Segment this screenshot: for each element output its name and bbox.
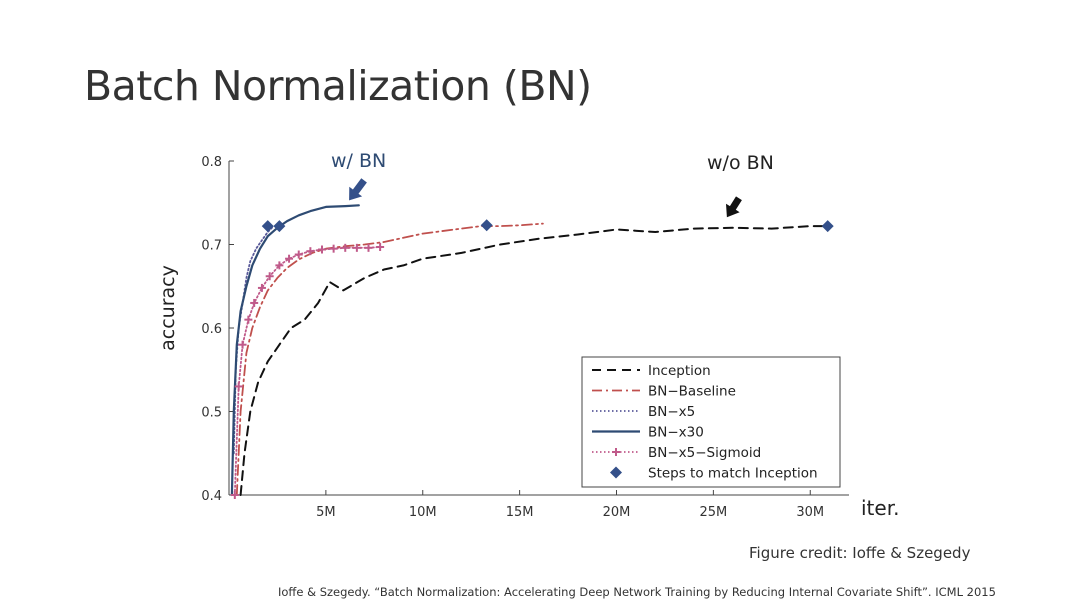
series-point-bn-x5-sigmoid	[341, 243, 350, 252]
series-point-bn-x5-sigmoid	[294, 250, 303, 259]
series-point-bn-x5-sigmoid	[265, 272, 274, 281]
annotation-without-bn: w/o BN	[707, 152, 774, 174]
series-point-bn-x5-sigmoid	[257, 283, 266, 292]
legend-label: BN−x5	[648, 404, 695, 420]
series-point-bn-x5-sigmoid	[244, 315, 253, 324]
annotation-with-bn: w/ BN	[331, 150, 387, 172]
legend-label: BN−x30	[648, 425, 704, 441]
figure-credit: Figure credit: Ioffe & Szegedy	[749, 544, 971, 562]
series-point-bn-x5-sigmoid	[329, 244, 338, 253]
x-axis-label: iter.	[861, 496, 900, 520]
legend-marker-inception-match	[610, 466, 622, 479]
series-line-bn-x5-sigmoid	[233, 246, 382, 496]
legend-label: BN−Baseline	[648, 384, 736, 400]
chart-axes: 0.4 0.5 0.6 0.7 0.8 5M 10M 15M 20M 25M 30M	[201, 155, 849, 520]
arrow-with-bn-shape	[349, 178, 367, 201]
inception-match-marker	[821, 220, 834, 233]
citation: Ioffe & Szegedy. “Batch Normalization: A…	[278, 585, 996, 599]
arrow-without-bn-shape	[726, 196, 742, 218]
series-point-bn-x5-sigmoid	[250, 298, 259, 307]
inception-match-marker	[480, 219, 493, 232]
series-point-bn-x5-sigmoid	[234, 382, 243, 391]
chart-arrow-layer	[349, 178, 742, 218]
series-point-bn-x5-sigmoid	[275, 261, 284, 270]
x-tick-label: 5M	[316, 505, 336, 520]
series-line-bn-baseline	[235, 222, 544, 496]
inception-match-marker	[273, 220, 286, 233]
x-tick-label: 25M	[699, 505, 727, 520]
inception-match-marker	[261, 220, 274, 233]
y-tick-label: 0.5	[201, 406, 222, 421]
y-tick-label: 0.4	[201, 489, 222, 504]
slide-title: Batch Normalization (BN)	[84, 62, 592, 110]
series-point-bn-x5-sigmoid	[318, 245, 326, 254]
series-point-bn-x5-sigmoid	[285, 254, 294, 263]
x-tick-label: 10M	[409, 505, 437, 520]
x-tick-label: 30M	[796, 505, 824, 520]
arrow-without-bn	[726, 196, 742, 218]
legend-label: Steps to match Inception	[648, 466, 818, 482]
series-point-bn-x5-sigmoid	[352, 243, 361, 252]
chart-legend: Inception BN−Baseline BN−x5 BN−x30 BN−x5−Sig…	[581, 356, 841, 488]
series-point-bn-x5-sigmoid	[230, 491, 239, 499]
y-tick-label: 0.7	[201, 239, 222, 254]
y-tick-label: 0.8	[201, 155, 222, 170]
legend-box	[581, 356, 841, 488]
y-axis-label: accuracy	[157, 265, 179, 351]
series-point-bn-x5-sigmoid	[238, 340, 247, 349]
y-tick-label: 0.6	[201, 322, 222, 337]
series-point-bn-x5-sigmoid	[376, 243, 385, 252]
arrow-with-bn	[349, 178, 367, 201]
series-point-bn-x5-sigmoid	[306, 247, 315, 256]
series-line-inception	[239, 225, 831, 496]
series-point-bn-x5-sigmoid	[364, 243, 373, 252]
legend-label: BN−x5−Sigmoid	[648, 445, 761, 461]
x-tick-label: 20M	[603, 505, 631, 520]
chart-marker-layer	[261, 219, 834, 233]
series-line-bn-x30	[230, 204, 360, 497]
chart-series-layer	[230, 204, 831, 499]
legend-label: Inception	[648, 363, 711, 379]
x-tick-label: 15M	[506, 505, 534, 520]
